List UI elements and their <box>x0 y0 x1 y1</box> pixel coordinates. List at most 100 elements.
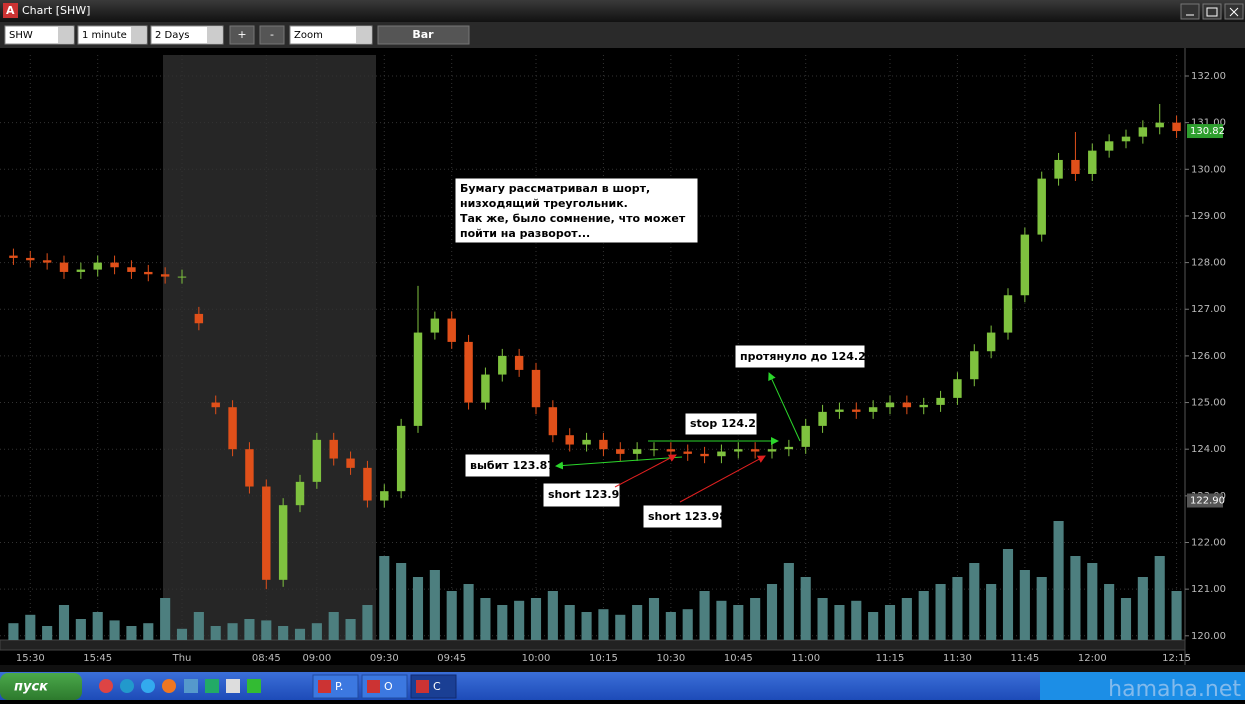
candle-body <box>565 435 574 445</box>
y-tick-label: 129.00 <box>1191 211 1226 222</box>
candle-body <box>683 451 692 454</box>
volume-bar <box>547 591 558 640</box>
volume-bar <box>25 614 36 640</box>
candle-body <box>868 407 878 412</box>
volume-bar <box>1137 577 1148 640</box>
candle-body <box>413 332 423 426</box>
task-button[interactable]: O <box>361 674 408 699</box>
candle-body <box>278 505 288 580</box>
volume-bar <box>851 600 862 640</box>
volume-bar <box>817 598 828 640</box>
volume-bar <box>1036 577 1047 640</box>
zoom-in-button[interactable]: + <box>229 25 255 45</box>
volume-bar <box>1154 556 1165 640</box>
candle-body <box>1054 159 1063 179</box>
volume-bar <box>581 612 592 640</box>
volume-bar <box>884 605 896 640</box>
symbol-value: SHW <box>9 30 33 41</box>
x-tick-label: 12:00 <box>1078 653 1107 664</box>
volume-bar <box>918 591 929 640</box>
range-combo[interactable]: 2 Days <box>150 25 224 45</box>
callout: short 123.98 <box>648 510 727 523</box>
x-tick-label: 11:30 <box>943 653 972 664</box>
svg-text:A: A <box>6 4 15 17</box>
y-tick-label: 128.00 <box>1191 258 1226 269</box>
candle-body <box>26 257 35 261</box>
volume-bar <box>952 577 963 640</box>
zoom-out-label: - <box>270 28 274 41</box>
candle-body <box>531 369 541 408</box>
candle-body <box>666 449 676 452</box>
zoom-out-button[interactable]: - <box>259 25 285 45</box>
callout: протянуло до 124.27 <box>740 350 873 363</box>
volume-bar <box>615 614 626 640</box>
note-line: низходящий треугольник. <box>460 197 628 210</box>
volume-bar <box>497 605 508 640</box>
candle-body <box>902 402 912 408</box>
callout-box <box>464 453 551 478</box>
callout-box <box>642 504 723 529</box>
volume-bar <box>733 605 744 640</box>
candle-body <box>346 458 355 468</box>
candle-body <box>986 332 996 352</box>
candle-body <box>801 425 810 447</box>
candle-body <box>970 351 979 380</box>
candle-body <box>481 374 490 403</box>
volume-bar <box>564 605 575 640</box>
volume-bar <box>294 628 306 640</box>
volume-bar <box>8 623 19 640</box>
zoom-combo[interactable]: Zoom <box>289 25 373 45</box>
x-tick-label: 10:15 <box>589 653 618 664</box>
scrollbar[interactable] <box>0 639 1186 651</box>
candle-body <box>160 274 170 277</box>
volume-bar <box>1019 570 1030 640</box>
candle-body <box>818 411 827 426</box>
volume-bar <box>766 584 778 640</box>
x-tick-label: 10:45 <box>724 653 753 664</box>
volume-bar <box>463 584 474 640</box>
price-tag <box>1187 493 1223 508</box>
candle-body <box>885 402 895 408</box>
volume-bar <box>783 563 794 640</box>
x-tick-label: 15:30 <box>16 653 45 664</box>
volume-bar <box>1087 563 1098 640</box>
task-button[interactable]: C <box>410 674 457 699</box>
volume-bar <box>1120 598 1132 640</box>
volume-bar <box>632 605 643 640</box>
candle-body <box>380 491 389 501</box>
volume-bar <box>278 626 289 640</box>
volume-bar <box>598 609 609 640</box>
candle-body <box>1155 122 1164 128</box>
candle-body <box>1104 141 1114 151</box>
volume-bar <box>379 556 390 640</box>
volume-bar <box>75 619 86 640</box>
volume-bar <box>682 609 693 640</box>
window-bottom <box>0 665 1245 672</box>
volume-bar <box>800 577 811 640</box>
symbol-combo[interactable]: SHW <box>4 25 75 45</box>
volume-bar <box>1002 549 1014 640</box>
callout-box <box>734 344 866 369</box>
interval-combo[interactable]: 1 minute <box>77 25 148 45</box>
candle-body <box>514 355 524 370</box>
note-line: Бумагу рассматривал в шорт, <box>460 182 650 195</box>
maximize-button[interactable] <box>1202 3 1222 20</box>
start-button[interactable]: пуск <box>0 673 82 700</box>
candle-body <box>42 260 52 263</box>
title-bar <box>0 0 1245 22</box>
task-button[interactable]: P. <box>312 674 359 699</box>
candle-body <box>93 262 102 270</box>
arrow <box>614 454 677 488</box>
candle-body <box>447 318 456 342</box>
bar-button[interactable]: Bar <box>377 25 470 45</box>
volume-bar <box>530 598 542 640</box>
tray <box>1040 672 1245 700</box>
note-line: пойти на разворот... <box>460 227 590 240</box>
minimize-button[interactable] <box>1180 3 1200 20</box>
y-tick-label: 125.00 <box>1191 398 1226 409</box>
volume-bar <box>176 628 188 640</box>
volume-bar <box>514 600 525 640</box>
volume-bar <box>261 620 272 640</box>
callout-box <box>684 412 758 436</box>
callout: short 123.93 <box>548 488 627 501</box>
